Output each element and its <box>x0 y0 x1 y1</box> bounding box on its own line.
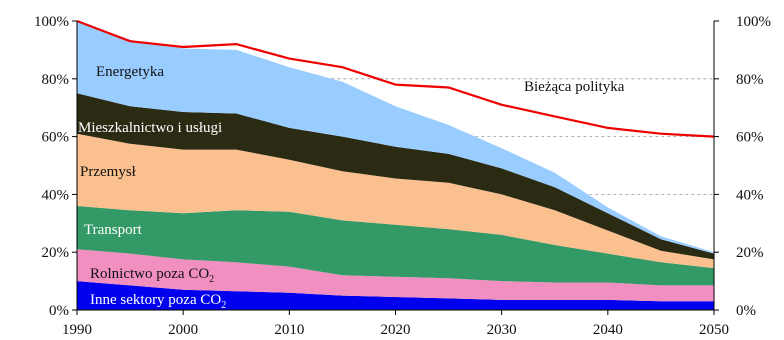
y-tick-right-2: 40% <box>736 187 764 203</box>
y-tick-right-5: 100% <box>736 14 771 30</box>
series-label-sub-0: 2 <box>221 300 226 311</box>
series-label-main-4: Mieszkalnictwo i usługi <box>78 120 222 136</box>
y-tick-right-4: 80% <box>736 72 764 88</box>
axis-layer: 0% 20% 40% 60% 80% 100% 0% 20% 40% 60% 80% 100% 1990… <box>34 14 771 338</box>
series-label-5: Energetyka <box>96 64 164 80</box>
x-tick-4: 2030 <box>487 322 517 338</box>
x-tick-3: 2020 <box>381 322 411 338</box>
policy-line-layer <box>76 19 715 138</box>
series-label-main-3: Przemysł <box>80 164 137 180</box>
x-tick-2: 2010 <box>274 322 304 338</box>
y-tick-right-3: 60% <box>736 130 764 146</box>
y-tick-left-3: 60% <box>42 130 70 146</box>
series-label-2: Transport <box>84 222 143 238</box>
area-layer <box>77 21 714 310</box>
y-tick-left-4: 80% <box>42 72 70 88</box>
x-tick-5: 2040 <box>593 322 623 338</box>
y-tick-left-0: 0% <box>49 303 69 319</box>
area-series-1 <box>77 249 714 302</box>
y-tick-right-1: 20% <box>736 245 764 261</box>
y-tick-left-5: 100% <box>34 14 69 30</box>
series-label-main-2: Transport <box>84 222 143 238</box>
series-label-main-1: Rolnictwo poza CO <box>90 266 209 282</box>
series-label-1: Rolnictwo poza CO2 <box>90 266 214 285</box>
series-label-0: Inne sektory poza CO2 <box>90 292 226 311</box>
y-tick-left-2: 40% <box>42 187 70 203</box>
area-series-3 <box>77 133 714 269</box>
area-series-0 <box>77 281 714 310</box>
series-label-main-0: Inne sektory poza CO <box>90 292 221 308</box>
policy-line <box>76 19 715 138</box>
x-tick-6: 2050 <box>699 322 729 338</box>
area-series-5 <box>77 21 714 254</box>
series-label-3: Przemysł <box>80 164 137 180</box>
x-tick-0: 1990 <box>62 322 92 338</box>
series-label-sub-1: 2 <box>209 274 214 285</box>
y-tick-left-1: 20% <box>42 245 70 261</box>
policy-line-label: Bieżąca polityka <box>524 79 625 95</box>
x-tick-1: 2000 <box>168 322 198 338</box>
y-tick-right-0: 0% <box>736 303 756 319</box>
area-series-2 <box>77 206 714 286</box>
series-label-4: Mieszkalnictwo i usługi <box>78 120 222 136</box>
series-label-main-5: Energetyka <box>96 64 164 80</box>
area-series-4 <box>77 93 714 260</box>
